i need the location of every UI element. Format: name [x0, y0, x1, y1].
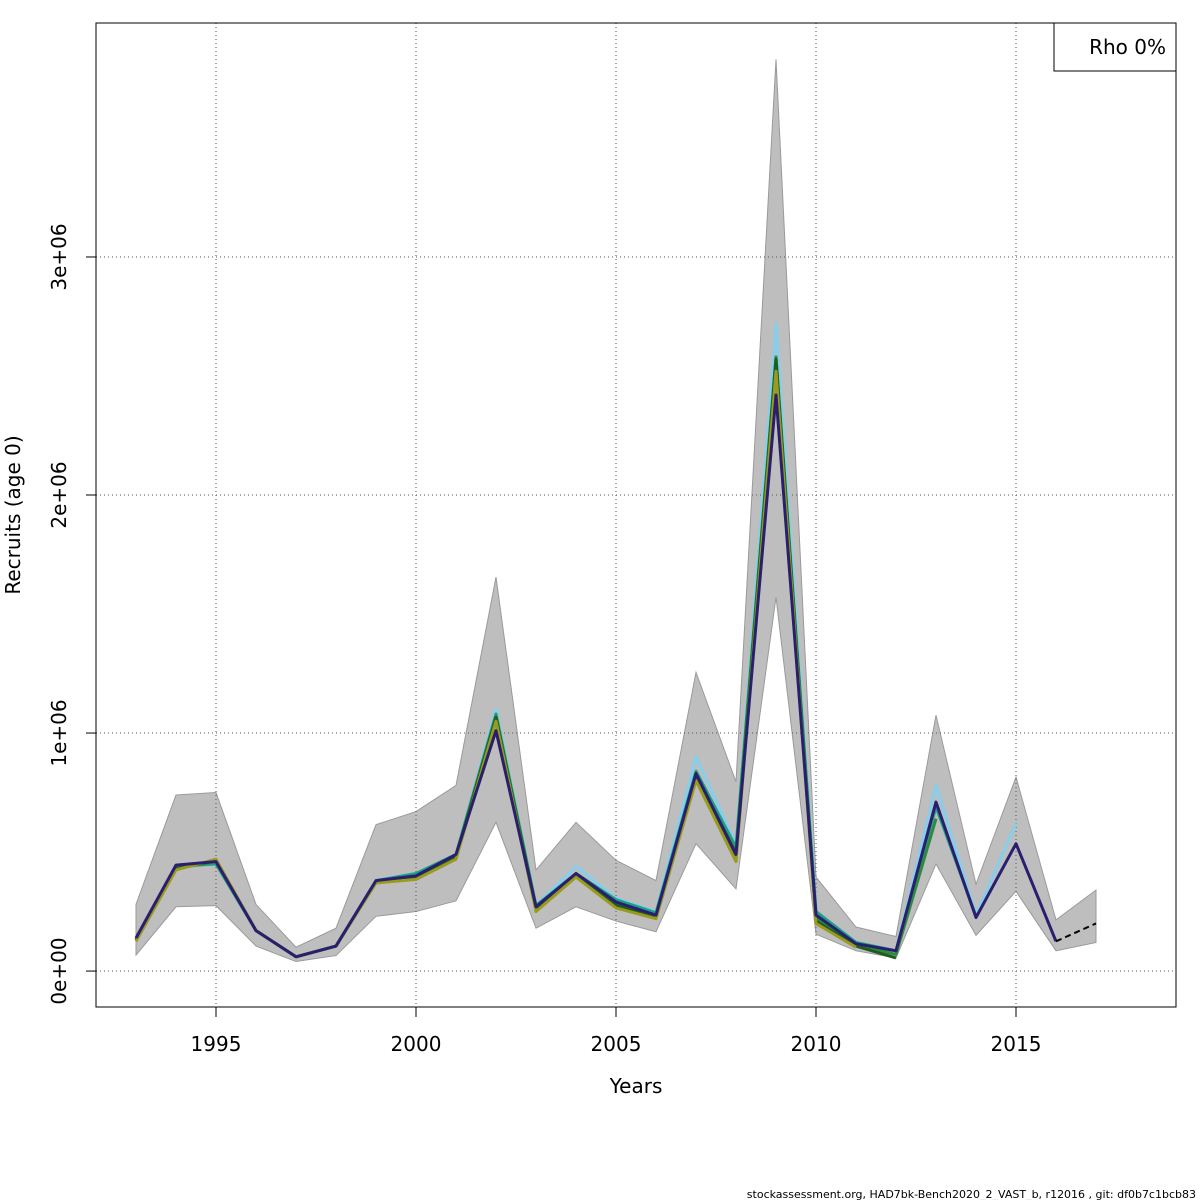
- confidence-band: [135, 59, 1097, 963]
- y-tick-label: 3e+06: [47, 223, 71, 290]
- y-tick-label: 1e+06: [47, 699, 71, 766]
- y-tick-label: 2e+06: [47, 461, 71, 528]
- legend-text: Rho 0%: [1089, 35, 1166, 59]
- x-tick-label: 2010: [791, 1032, 842, 1056]
- x-axis-label: Years: [609, 1074, 663, 1098]
- series-line: [134, 393, 1058, 959]
- plot-frame: [95, 22, 1177, 1008]
- x-tick-label: 2000: [391, 1032, 442, 1056]
- legend-box: [1053, 22, 1177, 72]
- x-tick-label: 2015: [991, 1032, 1042, 1056]
- x-tick-label: 2005: [591, 1032, 642, 1056]
- y-axis-label: Recruits (age 0): [1, 435, 25, 594]
- series-line: [1055, 922, 1097, 943]
- x-tick-label: 1995: [191, 1032, 242, 1056]
- y-tick-label: 0e+00: [47, 937, 71, 1004]
- footer: stockassessment.org, HAD7bk-Bench2020_2_…: [747, 1188, 1196, 1200]
